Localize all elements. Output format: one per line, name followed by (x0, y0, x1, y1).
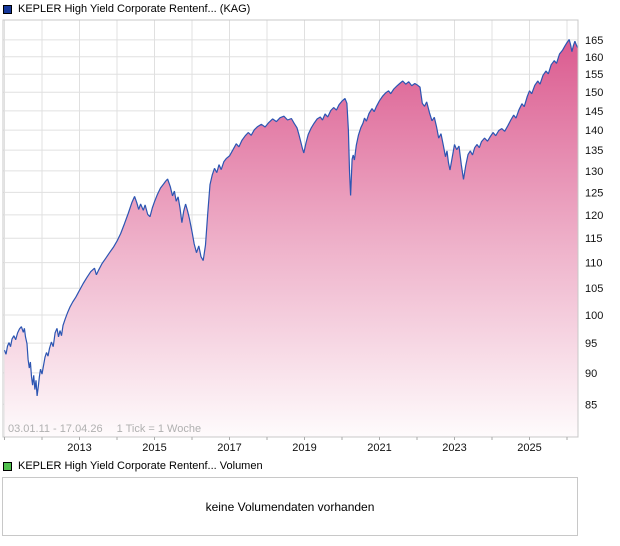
x-axis-label: 2023 (442, 442, 466, 454)
price-series-legend[interactable]: KEPLER High Yield Corporate Rentenf... (… (3, 3, 250, 15)
y-axis-label: 120 (585, 210, 603, 222)
y-axis-label: 110 (585, 258, 603, 270)
x-axis-label: 2019 (292, 442, 316, 454)
y-axis-label: 115 (585, 233, 603, 245)
volume-panel: keine Volumendaten vorhanden (2, 477, 578, 536)
price-chart[interactable]: 85 90 95 100 105 110 115 120 125 130 135 140 145 150 1… (0, 18, 620, 462)
y-axis-label: 125 (585, 187, 603, 199)
y-axis-label: 95 (585, 338, 597, 350)
y-axis-label: 140 (585, 125, 603, 137)
y-axis-label: 145 (585, 106, 603, 118)
y-axis-label: 155 (585, 69, 603, 81)
price-line (3, 39, 579, 396)
y-axis-label: 100 (585, 310, 603, 322)
tick-unit-label: 1 Tick = 1 Woche (116, 423, 202, 435)
volume-series-label: KEPLER High Yield Corporate Rentenf... V… (18, 460, 263, 472)
y-axis-label: 165 (585, 35, 603, 47)
x-axis-label: 2025 (517, 442, 541, 454)
x-axis-label: 2015 (142, 442, 166, 454)
y-axis-label: 150 (585, 87, 603, 99)
x-axis-label: 2013 (67, 442, 91, 454)
price-area (4, 39, 578, 437)
y-axis-label: 105 (585, 283, 603, 295)
price-series-label: KEPLER High Yield Corporate Rentenf... (… (18, 3, 251, 15)
y-axis-label: 160 (585, 52, 603, 64)
no-volume-message: keine Volumendaten vorhanden (205, 499, 375, 514)
y-axis-label: 90 (585, 368, 597, 380)
date-range-label: 03.01.11 - 17.04.26 (8, 423, 103, 435)
y-axis-label: 130 (585, 166, 603, 178)
x-axis-label: 2017 (217, 442, 241, 454)
volume-series-swatch-icon (3, 461, 12, 471)
plot-border (2, 19, 579, 438)
x-axis-label: 2021 (367, 442, 391, 454)
y-axis-label: 135 (585, 145, 603, 157)
volume-series-legend[interactable]: KEPLER High Yield Corporate Rentenf... V… (3, 460, 263, 472)
y-axis-label: 85 (585, 399, 597, 411)
price-series-swatch-icon (3, 4, 12, 14)
chart-footnote: 03.01.11 - 17.04.26 1 Tick = 1 Woche (8, 423, 215, 435)
